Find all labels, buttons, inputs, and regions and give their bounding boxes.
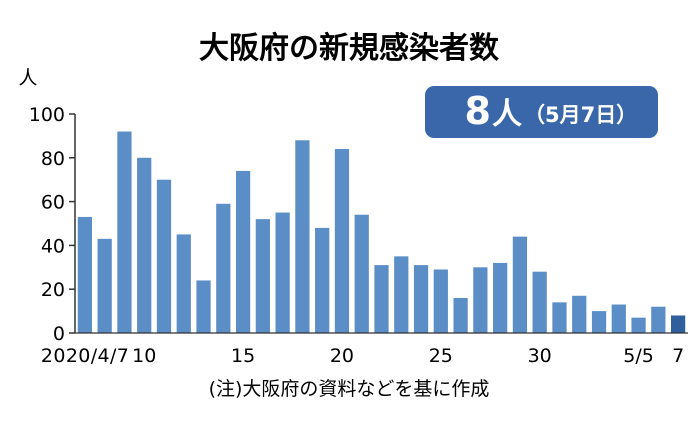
- bar-4/10: [137, 157, 152, 333]
- bar-4/22: [374, 265, 389, 333]
- bar-4/21: [354, 214, 369, 333]
- bar-4/17: [275, 212, 290, 333]
- callout-unit: 人: [492, 97, 522, 132]
- bar-5/3: [591, 311, 607, 333]
- bar-5/7: [670, 315, 686, 333]
- bar-4/24: [413, 265, 429, 333]
- callout-badge: 8 人 （5月7日）: [425, 86, 658, 138]
- bar-4/15: [235, 170, 251, 333]
- y-axis-unit-label: 人: [18, 67, 37, 89]
- bar-4/28: [493, 262, 508, 333]
- y-tick-label: 40: [41, 235, 65, 257]
- bar-4/29: [512, 236, 528, 333]
- source-note: (注)大阪府の資料などを基に作成: [209, 378, 490, 400]
- callout-background: [425, 86, 658, 138]
- bar-5/2: [572, 295, 587, 333]
- bar-4/13: [196, 280, 211, 333]
- x-tick-label: 5/5: [623, 345, 654, 367]
- bar-5/1: [552, 302, 567, 333]
- x-axis: 2020/4/7 10 15 20 25 30 5/5 7: [41, 332, 688, 367]
- y-tick-label: 100: [29, 104, 65, 126]
- bar-4/25: [433, 269, 448, 333]
- bar-5/4: [611, 304, 626, 333]
- x-tick-label: 7: [672, 345, 684, 367]
- bar-4/16: [255, 219, 270, 333]
- bar-4/11: [156, 179, 172, 333]
- bar-4/19: [315, 227, 330, 333]
- x-tick-label: 30: [528, 345, 552, 367]
- bar-4/26: [453, 297, 468, 333]
- bar-5/6: [651, 306, 666, 333]
- y-axis: 0 20 40 60 80 100: [29, 104, 76, 345]
- bar-4/8: [97, 238, 112, 333]
- y-tick-label: 20: [41, 279, 65, 301]
- x-tick-label: 10: [132, 345, 156, 367]
- bars-group: [77, 131, 686, 333]
- bar-4/18: [295, 140, 310, 333]
- x-tick-label: 15: [231, 345, 255, 367]
- bar-4/27: [473, 267, 488, 333]
- bar-4/20: [334, 149, 350, 333]
- x-tick-label: 25: [429, 345, 453, 367]
- chart-title: 大阪府の新規感染者数: [199, 31, 500, 66]
- y-tick-label: 60: [41, 192, 65, 214]
- bar-4/9: [117, 131, 132, 333]
- bar-2020/4/7: [77, 216, 93, 333]
- bar-5/5: [631, 317, 646, 333]
- y-tick-label: 80: [41, 148, 65, 170]
- bar-4/12: [176, 234, 191, 333]
- bar-4/14: [216, 203, 231, 333]
- callout-value: 8: [465, 89, 491, 133]
- bar-4/30: [532, 271, 547, 333]
- callout-date: （5月7日）: [524, 103, 637, 127]
- bar-4/23: [394, 256, 409, 333]
- x-tick-label: 20: [330, 345, 354, 367]
- x-tick-label: 2020/4/7: [41, 345, 129, 367]
- y-tick-label: 0: [53, 323, 65, 345]
